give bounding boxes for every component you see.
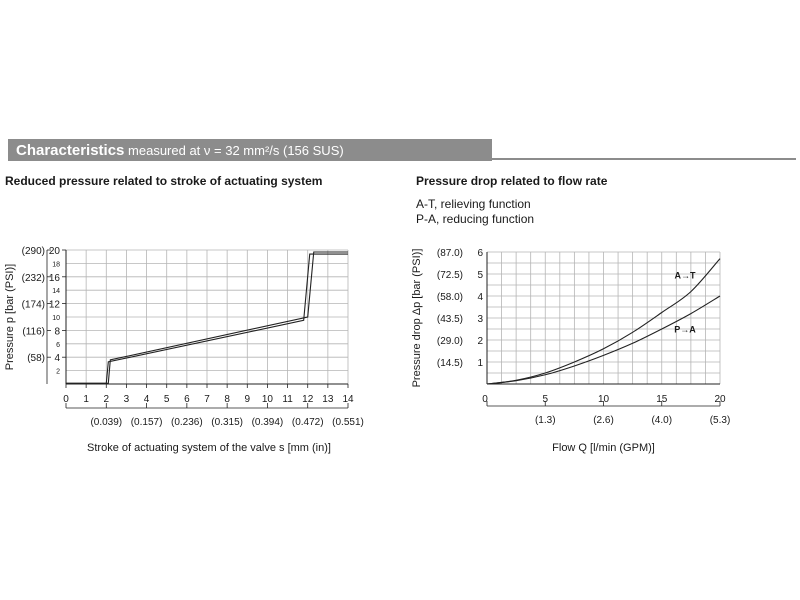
right-y-tick-label: 2 <box>477 336 483 347</box>
left-y-axis-title: Pressure p [bar (PSI)] <box>4 264 16 370</box>
left-y-tick-label: 16 <box>49 273 61 284</box>
right-y-psi-label: (58.0) <box>437 292 463 303</box>
right-chart-title: Pressure drop related to flow rate <box>416 174 608 188</box>
header-bar <box>8 139 492 161</box>
left-x-axis-title: Stroke of actuating system of the valve … <box>87 442 331 454</box>
right-x-tick-label: 5 <box>542 394 548 405</box>
left-x-inch-label: (0.472) <box>292 417 324 428</box>
right-series-label-1: A→T <box>675 270 696 280</box>
left-x-tick-label: 6 <box>184 394 190 405</box>
left-x-tick-label: 1 <box>83 394 89 405</box>
right-y-psi-label: (14.5) <box>437 358 463 369</box>
header-rule <box>8 158 796 160</box>
left-x-inch-label: (0.315) <box>211 417 243 428</box>
right-y-psi-label: (72.5) <box>437 270 463 281</box>
right-series-label-2: P→A <box>674 324 696 334</box>
section-subtitle: measured at ν = 32 mm²/s (156 SUS) <box>128 143 344 158</box>
left-x-tick-label: 8 <box>224 394 230 405</box>
left-series-line-2 <box>66 253 348 384</box>
left-x-tick-label: 7 <box>204 394 210 405</box>
right-x-tick-label: 0 <box>482 394 488 405</box>
left-x-tick-label: 14 <box>342 394 354 405</box>
left-y-psi-label: (116) <box>22 326 45 337</box>
right-x-tick-label: 20 <box>714 394 726 405</box>
section-title: Characteristics <box>16 142 125 159</box>
right-y-tick-label: 6 <box>477 248 483 259</box>
left-x-tick-label: 3 <box>124 394 130 405</box>
left-x-tick-label: 5 <box>164 394 170 405</box>
left-chart-title: Reduced pressure related to stroke of ac… <box>5 174 323 188</box>
left-x-tick-label: 13 <box>322 394 334 405</box>
left-x-tick-label: 12 <box>302 394 314 405</box>
right-x-tick-label: 15 <box>656 394 668 405</box>
right-y-psi-label: (43.5) <box>437 314 463 325</box>
right-x-axis-title: Flow Q [l/min (GPM)] <box>552 442 655 454</box>
left-y-minor-tick-label: 14 <box>52 288 60 295</box>
right-y-tick-label: 3 <box>477 314 483 325</box>
left-x-inch-label: (0.039) <box>90 417 122 428</box>
left-y-tick-label: 20 <box>49 246 61 257</box>
left-y-minor-tick-label: 18 <box>52 261 60 268</box>
left-x-inch-label: (0.157) <box>131 417 163 428</box>
right-y-tick-label: 5 <box>477 270 483 281</box>
left-y-tick-label: 4 <box>54 353 60 364</box>
section-header: Characteristics measured at ν = 32 mm²/s… <box>16 142 344 159</box>
left-x-tick-label: 0 <box>63 394 69 405</box>
right-x-gpm-label: (1.3) <box>535 415 556 426</box>
right-x-tick-label: 10 <box>598 394 610 405</box>
right-x-gpm-label: (5.3) <box>710 415 731 426</box>
left-y-minor-tick-label: 2 <box>56 369 60 376</box>
left-x-inch-label: (0.551) <box>332 417 364 428</box>
left-y-tick-label: 12 <box>49 300 61 311</box>
legend-reducing: P-A, reducing function <box>416 212 535 226</box>
right-y-psi-label: (87.0) <box>437 248 463 259</box>
right-y-psi-label: (29.0) <box>437 336 463 347</box>
left-x-tick-label: 10 <box>262 394 274 405</box>
right-y-tick-label: 1 <box>477 358 483 369</box>
left-x-tick-label: 4 <box>144 394 150 405</box>
right-y-axis-title: Pressure drop Δp [bar (PSI)] <box>411 249 423 388</box>
left-y-minor-tick-label: 6 <box>56 342 60 349</box>
left-y-psi-label: (290) <box>22 246 45 257</box>
left-x-tick-label: 11 <box>282 394 293 405</box>
left-y-tick-label: 8 <box>54 326 60 337</box>
legend-relieving: A-T, relieving function <box>416 197 531 211</box>
left-y-psi-label: (58) <box>27 353 45 364</box>
left-x-inch-label: (0.394) <box>252 417 284 428</box>
left-y-minor-tick-label: 10 <box>52 315 60 322</box>
right-y-tick-label: 4 <box>477 292 483 303</box>
left-x-inch-label: (0.236) <box>171 417 203 428</box>
left-y-psi-label: (174) <box>22 300 45 311</box>
left-y-psi-label: (232) <box>22 273 45 284</box>
right-series-line-1 <box>486 258 721 385</box>
left-x-tick-label: 2 <box>104 394 110 405</box>
right-x-gpm-label: (2.6) <box>593 415 614 426</box>
left-x-tick-label: 9 <box>245 394 251 405</box>
right-x-gpm-label: (4.0) <box>651 415 672 426</box>
right-series-line-2 <box>486 295 721 385</box>
